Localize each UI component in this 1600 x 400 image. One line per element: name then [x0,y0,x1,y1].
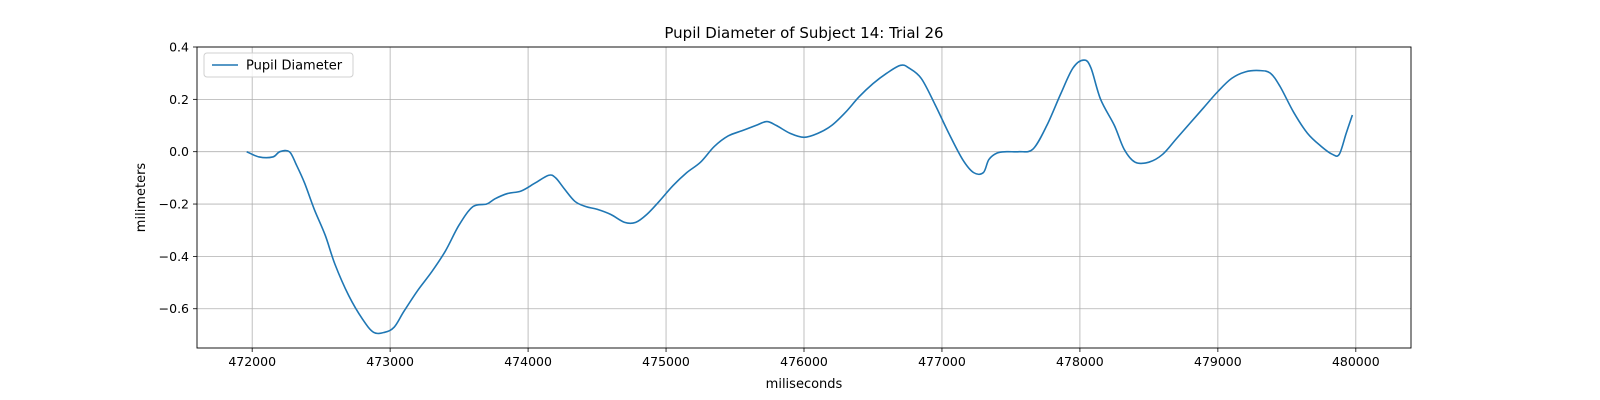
x-tick-label: 473000 [366,354,414,369]
x-tick-label: 476000 [780,354,828,369]
y-tick-label: 0.2 [169,92,189,107]
x-axis-label: miliseconds [766,377,843,392]
series-line-pupil-diameter [246,59,1354,335]
x-tick-label: 480000 [1332,354,1380,369]
y-ticks: 0.4 0.2 0.0 −0.2 −0.4 −0.6 [159,40,197,316]
y-tick-label: 0.4 [169,40,189,55]
x-tick-label: 474000 [504,354,552,369]
legend-box [203,52,354,78]
x-tick-label: 478000 [1056,354,1104,369]
x-tick-label: 477000 [918,354,966,369]
x-tick-label: 472000 [228,354,276,369]
legend-label-pupil-diameter: Pupil Diameter [246,59,343,74]
y-tick-label: −0.4 [159,249,189,264]
y-tick-label: −0.6 [159,301,189,316]
grid-lines [197,46,1411,348]
y-tick-label: −0.2 [159,197,189,212]
x-ticks: 472000 473000 474000 475000 476000 477000 4780… [228,348,1380,369]
legend: Pupil Diameter [203,52,354,78]
y-axis-label: milimeters [134,163,149,233]
series-layer [246,59,1354,335]
x-tick-label: 475000 [642,354,690,369]
x-tick-label: 479000 [1194,354,1242,369]
chart-title: Pupil Diameter of Subject 14: Trial 26 [664,24,943,42]
y-tick-label: 0.0 [169,144,189,159]
